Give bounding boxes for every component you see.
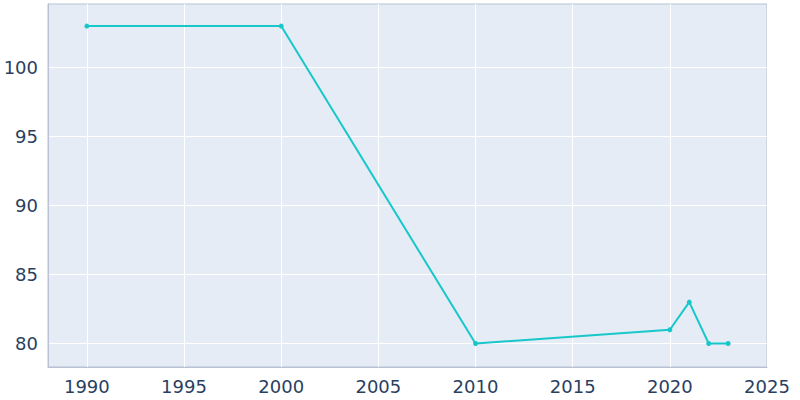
svg-text:1990: 1990 — [64, 376, 110, 397]
svg-text:2000: 2000 — [258, 376, 304, 397]
svg-text:2010: 2010 — [453, 376, 499, 397]
svg-text:95: 95 — [15, 126, 38, 147]
svg-text:100: 100 — [4, 57, 38, 78]
svg-text:80: 80 — [15, 333, 38, 354]
svg-text:2015: 2015 — [550, 376, 596, 397]
svg-text:2025: 2025 — [744, 376, 790, 397]
svg-text:1995: 1995 — [161, 376, 207, 397]
svg-text:2020: 2020 — [647, 376, 693, 397]
svg-text:85: 85 — [15, 264, 38, 285]
svg-text:2005: 2005 — [355, 376, 401, 397]
svg-text:90: 90 — [15, 195, 38, 216]
